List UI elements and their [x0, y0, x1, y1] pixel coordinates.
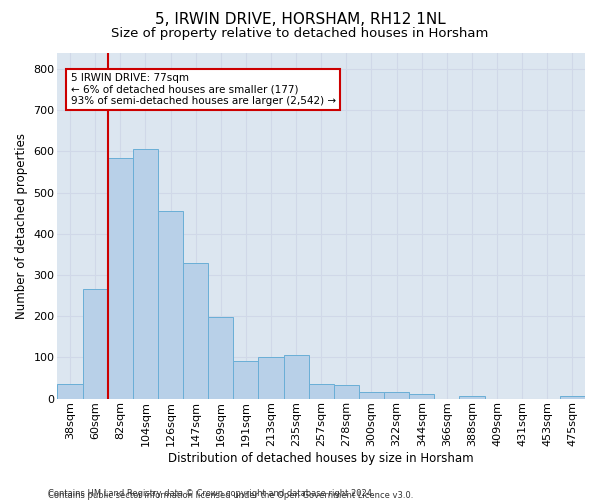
Text: 5 IRWIN DRIVE: 77sqm
← 6% of detached houses are smaller (177)
93% of semi-detac: 5 IRWIN DRIVE: 77sqm ← 6% of detached ho… — [71, 73, 335, 106]
Bar — [83, 290, 108, 399]
Bar — [560, 396, 585, 398]
X-axis label: Distribution of detached houses by size in Horsham: Distribution of detached houses by size … — [169, 452, 474, 465]
Bar — [334, 386, 359, 398]
Text: 5, IRWIN DRIVE, HORSHAM, RH12 1NL: 5, IRWIN DRIVE, HORSHAM, RH12 1NL — [155, 12, 445, 28]
Bar — [284, 356, 308, 399]
Text: Size of property relative to detached houses in Horsham: Size of property relative to detached ho… — [112, 28, 488, 40]
Bar — [208, 318, 233, 398]
Text: Contains HM Land Registry data © Crown copyright and database right 2024.: Contains HM Land Registry data © Crown c… — [48, 488, 374, 498]
Bar — [183, 262, 208, 398]
Bar — [133, 150, 158, 398]
Bar — [460, 396, 485, 398]
Y-axis label: Number of detached properties: Number of detached properties — [15, 132, 28, 318]
Bar — [384, 392, 409, 398]
Bar — [233, 362, 259, 399]
Bar — [158, 211, 183, 398]
Bar — [308, 384, 334, 398]
Bar — [359, 392, 384, 398]
Bar — [58, 384, 83, 398]
Bar — [409, 394, 434, 398]
Bar — [108, 158, 133, 398]
Text: Contains public sector information licensed under the Open Government Licence v3: Contains public sector information licen… — [48, 491, 413, 500]
Bar — [259, 358, 284, 399]
